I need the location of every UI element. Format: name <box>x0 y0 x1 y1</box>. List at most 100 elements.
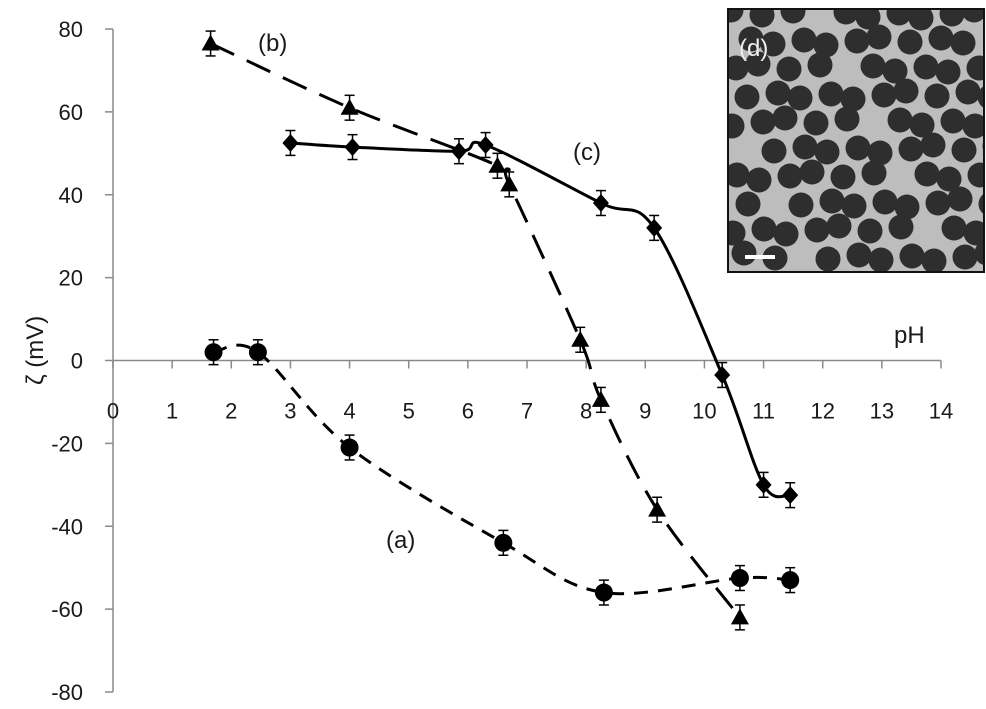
inset-micrograph: (d) <box>727 8 985 273</box>
inset-particle <box>955 79 981 105</box>
data-point-diamond <box>282 133 299 152</box>
inset-particle <box>840 86 866 112</box>
inset-particle <box>928 25 954 51</box>
inset-particle <box>952 244 978 270</box>
inset-particle <box>761 138 787 164</box>
x-tick-label: 7 <box>521 399 533 424</box>
data-point-triangle <box>488 156 507 173</box>
data-point-circle <box>730 569 749 588</box>
data-point-diamond <box>477 136 494 155</box>
x-axis-title: pH <box>894 322 925 349</box>
y-tick-label: -80 <box>51 680 83 705</box>
data-point-diamond <box>344 138 361 157</box>
y-tick-label: 60 <box>59 100 83 125</box>
inset-particle <box>841 193 867 219</box>
data-point-triangle <box>340 98 359 115</box>
series-line-a <box>213 343 791 596</box>
inset-particle <box>860 53 886 79</box>
data-point-circle <box>494 533 513 552</box>
inset-particle <box>886 10 912 26</box>
inset-scale-bar <box>745 255 775 259</box>
inset-particle <box>962 113 983 139</box>
x-tick-label: 3 <box>284 399 296 424</box>
inset-particle <box>807 52 833 78</box>
inset-particle <box>746 167 772 193</box>
inset-particle <box>936 166 962 192</box>
inset-particle <box>729 220 746 246</box>
x-tick-label: 0 <box>107 399 119 424</box>
inset-particle <box>940 108 966 134</box>
x-tick-label: 1 <box>166 399 178 424</box>
y-tick-label: 40 <box>59 183 83 208</box>
tick-labels: 0 1 2 3 4 5 6 7 8 9 10 11 12 13 14806040200-20-40-60-8… <box>51 17 953 705</box>
data-point-triangle <box>591 390 610 407</box>
x-tick-label: 12 <box>810 399 834 424</box>
inset-particle <box>941 215 967 241</box>
inset-particle <box>872 189 898 215</box>
inset-particle <box>804 217 830 243</box>
x-tick-label: 10 <box>692 399 716 424</box>
inset-particle <box>939 10 965 27</box>
inset-particle <box>803 110 829 136</box>
inset-particle <box>830 164 856 190</box>
inset-particle <box>868 247 894 271</box>
inset-particle <box>813 32 839 58</box>
inset-particle <box>924 83 950 109</box>
data-point-diamond <box>592 194 609 213</box>
series-line-c <box>290 140 791 499</box>
inset-particle <box>788 192 814 218</box>
inset-particle <box>792 134 818 160</box>
y-tick-label: -60 <box>51 597 83 622</box>
inset-particle <box>950 30 976 56</box>
inset-particle <box>861 160 887 186</box>
series-label-a: (a) <box>386 527 415 554</box>
inset-particle <box>745 51 771 77</box>
inset-particle <box>734 84 760 110</box>
inset-particle <box>815 246 841 271</box>
x-tick-label: 6 <box>462 399 474 424</box>
data-point-circle <box>781 571 800 590</box>
inset-particle <box>826 213 852 239</box>
inset-particle <box>844 28 870 54</box>
data-point-diamond <box>450 142 467 161</box>
series-line-b <box>209 42 742 619</box>
data-point-circle <box>204 343 223 362</box>
x-tick-label: 9 <box>639 399 651 424</box>
data-point-triangle <box>571 330 590 347</box>
inset-label: (d) <box>739 35 768 62</box>
x-tick-label: 13 <box>870 399 894 424</box>
series-label-b: (b) <box>258 30 287 57</box>
data-point-diamond <box>755 475 772 494</box>
inset-particle <box>913 54 939 80</box>
y-tick-label: 20 <box>59 266 83 291</box>
inset-particle <box>749 10 775 28</box>
inset-particle <box>750 109 776 135</box>
inset-particle <box>834 106 860 132</box>
x-tick-label: 14 <box>929 399 953 424</box>
inset-particle <box>897 29 923 55</box>
inset-particle <box>947 186 973 212</box>
data-point-diamond <box>714 366 731 385</box>
inset-particle <box>819 188 845 214</box>
inset-particle <box>787 85 813 111</box>
x-tick-label: 5 <box>403 399 415 424</box>
data-point-circle <box>248 343 267 362</box>
axes <box>105 28 942 693</box>
inset-particle <box>893 78 919 104</box>
y-tick-label: 80 <box>59 17 83 42</box>
inset-particle <box>833 10 859 25</box>
series-lines <box>209 42 791 619</box>
inset-particle <box>814 139 840 165</box>
y-tick-label: -20 <box>51 431 83 456</box>
inset-particle <box>846 242 872 268</box>
inset-particle <box>887 107 913 133</box>
inset-particle <box>982 142 983 150</box>
data-point-triangle <box>648 500 667 517</box>
inset-particle <box>899 243 925 269</box>
inset-particle <box>735 191 761 217</box>
inset-particle <box>791 27 817 53</box>
inset-particle <box>951 137 977 163</box>
inset-particle <box>882 58 908 84</box>
inset-particle <box>760 31 786 57</box>
